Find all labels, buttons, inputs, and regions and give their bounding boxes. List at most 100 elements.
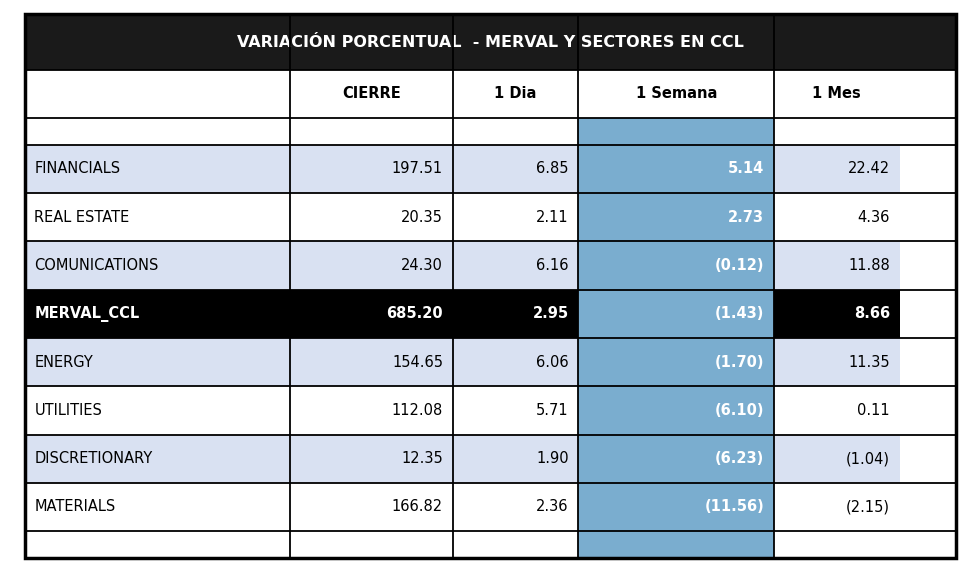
Bar <box>24 435 290 483</box>
Bar <box>774 145 900 193</box>
Bar <box>290 435 453 483</box>
Bar <box>24 193 290 241</box>
Text: 1 Semana: 1 Semana <box>635 86 717 101</box>
Text: COMUNICATIONS: COMUNICATIONS <box>34 258 159 273</box>
Bar <box>453 241 578 289</box>
Text: 0.11: 0.11 <box>858 403 890 418</box>
Text: UTILITIES: UTILITIES <box>34 403 102 418</box>
Text: 11.35: 11.35 <box>849 355 890 370</box>
Text: 197.51: 197.51 <box>392 161 443 176</box>
Bar <box>24 386 290 435</box>
Text: MERVAL_CCL: MERVAL_CCL <box>34 306 139 322</box>
Bar <box>578 118 774 145</box>
Bar <box>290 483 453 531</box>
Bar <box>453 118 578 145</box>
Bar <box>453 193 578 241</box>
Text: VARIACIÓN PORCENTUAL  - MERVAL Y SECTORES EN CCL: VARIACIÓN PORCENTUAL - MERVAL Y SECTORES… <box>236 34 744 50</box>
Bar <box>453 531 578 558</box>
Bar <box>774 386 900 435</box>
Bar <box>578 386 774 435</box>
Bar <box>578 531 774 558</box>
Bar <box>774 338 900 386</box>
Bar <box>774 241 900 289</box>
Text: 6.06: 6.06 <box>536 355 568 370</box>
Bar <box>578 241 774 289</box>
Text: 112.08: 112.08 <box>392 403 443 418</box>
Bar <box>24 483 290 531</box>
Bar <box>290 289 453 338</box>
Bar <box>453 483 578 531</box>
Text: 2.36: 2.36 <box>536 499 568 514</box>
Bar <box>453 70 578 118</box>
Bar <box>774 483 900 531</box>
Text: 22.42: 22.42 <box>848 161 890 176</box>
Text: 5.71: 5.71 <box>536 403 568 418</box>
Text: 154.65: 154.65 <box>392 355 443 370</box>
Bar <box>290 70 453 118</box>
Bar <box>578 483 774 531</box>
Bar <box>453 435 578 483</box>
Bar <box>290 531 453 558</box>
Bar <box>290 193 453 241</box>
Bar <box>578 145 774 193</box>
Bar <box>453 338 578 386</box>
Bar <box>24 70 290 118</box>
Text: 2.95: 2.95 <box>532 306 568 321</box>
Text: 20.35: 20.35 <box>401 210 443 225</box>
Text: 24.30: 24.30 <box>401 258 443 273</box>
Bar <box>24 531 290 558</box>
Text: (0.12): (0.12) <box>714 258 764 273</box>
Bar <box>453 386 578 435</box>
Bar <box>578 435 774 483</box>
Bar <box>290 386 453 435</box>
Bar <box>774 70 900 118</box>
Text: (1.43): (1.43) <box>714 306 764 321</box>
Bar <box>290 118 453 145</box>
Text: 4.36: 4.36 <box>858 210 890 225</box>
Text: (1.70): (1.70) <box>714 355 764 370</box>
Text: 2.73: 2.73 <box>728 210 764 225</box>
Bar <box>774 435 900 483</box>
Text: (11.56): (11.56) <box>705 499 764 514</box>
Bar <box>774 289 900 338</box>
Bar <box>774 193 900 241</box>
Text: 1 Mes: 1 Mes <box>812 86 861 101</box>
Bar <box>24 14 956 70</box>
Text: 6.16: 6.16 <box>536 258 568 273</box>
Bar <box>578 289 774 338</box>
Bar <box>24 145 290 193</box>
Text: 2.11: 2.11 <box>536 210 568 225</box>
Text: (6.23): (6.23) <box>714 451 764 466</box>
Bar <box>290 241 453 289</box>
Bar <box>774 118 900 145</box>
Text: (2.15): (2.15) <box>846 499 890 514</box>
Text: FINANCIALS: FINANCIALS <box>34 161 121 176</box>
Bar <box>453 289 578 338</box>
Text: 6.85: 6.85 <box>536 161 568 176</box>
Bar <box>24 118 290 145</box>
Bar <box>578 70 774 118</box>
Bar <box>290 338 453 386</box>
Text: 12.35: 12.35 <box>401 451 443 466</box>
Text: DISCRETIONARY: DISCRETIONARY <box>34 451 153 466</box>
Text: MATERIALS: MATERIALS <box>34 499 116 514</box>
Text: 11.88: 11.88 <box>848 258 890 273</box>
Bar <box>578 193 774 241</box>
Bar <box>24 338 290 386</box>
Bar <box>290 145 453 193</box>
Text: 166.82: 166.82 <box>392 499 443 514</box>
Text: REAL ESTATE: REAL ESTATE <box>34 210 129 225</box>
Text: 1 Dia: 1 Dia <box>495 86 537 101</box>
Text: 1.90: 1.90 <box>536 451 568 466</box>
Bar <box>578 338 774 386</box>
Bar <box>774 531 900 558</box>
Text: (1.04): (1.04) <box>846 451 890 466</box>
Bar <box>24 289 290 338</box>
Text: CIERRE: CIERRE <box>342 86 401 101</box>
Text: 685.20: 685.20 <box>386 306 443 321</box>
Bar <box>24 241 290 289</box>
Bar <box>453 145 578 193</box>
Text: 8.66: 8.66 <box>854 306 890 321</box>
Text: ENERGY: ENERGY <box>34 355 93 370</box>
Text: (6.10): (6.10) <box>714 403 764 418</box>
